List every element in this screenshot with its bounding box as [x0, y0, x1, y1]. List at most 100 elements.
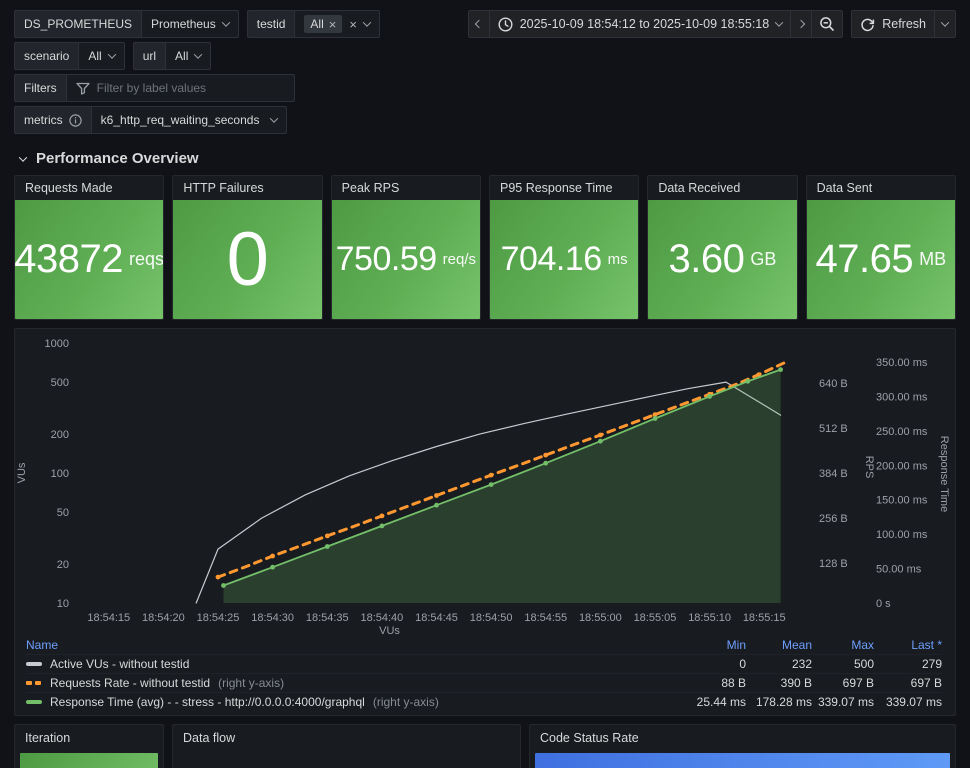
- stat-value: 750.59: [335, 240, 438, 278]
- chart-legend: Name Min Mean Max Last * Active VUs - without…: [15, 635, 955, 711]
- datasource-select[interactable]: Prometheus: [141, 10, 239, 38]
- chevron-down-icon: [194, 50, 203, 59]
- y-axis-tick-response-time: 250.00 ms: [876, 426, 928, 438]
- series-point: [488, 472, 494, 478]
- x-axis-tick: 18:55:00: [579, 612, 622, 624]
- refresh-interval-button[interactable]: [935, 11, 955, 37]
- time-range-picker[interactable]: 2025-10-09 18:54:12 to 2025-10-09 18:55:…: [490, 11, 792, 37]
- y-axis-label-rps: RPS: [863, 456, 875, 479]
- refresh-icon: [861, 18, 875, 31]
- legend-min-value: 25.44 ms: [696, 695, 746, 709]
- stat-panel-requests-made: Requests Made 43872 reqs: [14, 175, 165, 320]
- legend-sort-mean[interactable]: Mean: [781, 637, 812, 652]
- legend-mean-value: 232: [791, 657, 812, 671]
- y-axis-tick-vus: 100: [51, 468, 69, 480]
- time-range-text: 2025-10-09 18:54:12 to 2025-10-09 18:55:…: [519, 17, 770, 31]
- series-line: [216, 361, 786, 579]
- stat-value-area: 47.65 MB: [806, 200, 955, 319]
- stat-unit: ms: [607, 251, 628, 268]
- stat-value: 704.16: [500, 240, 603, 278]
- scenario-select[interactable]: All: [78, 42, 125, 70]
- panel-title[interactable]: Requests Made: [25, 181, 113, 195]
- series-point: [488, 482, 494, 487]
- legend-min-value: 0: [739, 657, 746, 671]
- panel-title[interactable]: HTTP Failures: [183, 181, 264, 195]
- time-series-chart[interactable]: 10 20 50 100 200 500 1000 VUs 128 B 256 B 384 B 512…: [15, 329, 955, 635]
- legend-sort-last[interactable]: Last *: [911, 637, 942, 652]
- metrics-control: metrics k6_http_req_waiting_seconds: [14, 106, 287, 134]
- stat-panel-p95-response-time: P95 Response Time 704.16 ms: [488, 175, 640, 320]
- legend-last-value: 697 B: [910, 676, 942, 690]
- stat-value-area: 43872 reqs: [15, 200, 164, 319]
- chevron-down-icon: [269, 114, 278, 123]
- legend-swatch: [26, 662, 42, 666]
- stat-value: 3.60: [668, 237, 745, 281]
- legend-swatch: [26, 700, 42, 704]
- testid-select[interactable]: All × ×: [294, 10, 380, 38]
- stat-unit: MB: [919, 249, 947, 269]
- y-axis-tick-vus: 20: [57, 559, 69, 571]
- series-point: [434, 502, 439, 508]
- metrics-select[interactable]: k6_http_req_waiting_seconds: [90, 106, 287, 134]
- panel-title[interactable]: Data flow: [183, 731, 236, 745]
- y-axis-tick-vus: 10: [57, 598, 69, 610]
- testid-label: testid: [246, 10, 295, 38]
- testid-variable: testid All × ×: [246, 10, 380, 38]
- stat-value-area: 0: [173, 200, 322, 319]
- y-axis-tick-response-time: 0 s: [876, 598, 891, 610]
- legend-sort-max[interactable]: Max: [851, 637, 874, 652]
- series-point: [543, 460, 549, 466]
- x-axis-tick: 18:54:35: [306, 612, 349, 624]
- clear-icon[interactable]: ×: [349, 16, 357, 32]
- legend-series-name[interactable]: Requests Rate - without testid (right y-a…: [26, 676, 682, 690]
- stat-unit: GB: [750, 249, 777, 269]
- legend-min-value: 88 B: [721, 676, 746, 690]
- legend-series-name[interactable]: Response Time (avg) - - stress - http://…: [26, 695, 682, 709]
- panel-iteration: Iteration: [14, 724, 164, 768]
- panel-title[interactable]: Code Status Rate: [540, 731, 639, 745]
- variable-controls: DS_PROMETHEUS Prometheus testid All × × s…: [14, 10, 380, 134]
- section-title: Performance Overview: [36, 150, 199, 167]
- panel-title[interactable]: Iteration: [25, 731, 71, 745]
- vus-chart-panel[interactable]: 10 20 50 100 200 500 1000 VUs 128 B 256 B 384 B 512…: [14, 328, 956, 716]
- y-axis-tick-vus: 1000: [45, 338, 69, 350]
- x-axis-tick: 18:54:15: [87, 612, 130, 624]
- zoom-out-button[interactable]: [812, 11, 842, 37]
- x-axis-tick: 18:55:05: [634, 612, 677, 624]
- panel-title[interactable]: P95 Response Time: [499, 181, 613, 195]
- funnel-icon: [76, 82, 90, 95]
- panel-title[interactable]: Peak RPS: [341, 181, 400, 195]
- url-variable: url All: [132, 42, 212, 70]
- legend-header: Name Min Mean Max Last *: [26, 635, 942, 654]
- panel-title[interactable]: Data Sent: [816, 181, 873, 195]
- x-axis-tick: 18:54:40: [360, 612, 403, 624]
- legend-series-name[interactable]: Active VUs - without testid: [26, 657, 682, 671]
- section-performance-overview[interactable]: Performance Overview: [18, 150, 956, 167]
- series-point: [745, 378, 751, 384]
- filter-input[interactable]: Filter by label values: [65, 74, 295, 102]
- x-axis-tick: 18:54:30: [251, 612, 294, 624]
- remove-chip-icon[interactable]: ×: [328, 16, 337, 32]
- series-fill: [223, 369, 781, 603]
- stat-panel-data-received: Data Received 3.60 GB: [647, 175, 798, 320]
- refresh-button[interactable]: Refresh: [852, 11, 935, 37]
- series-line: [195, 381, 782, 604]
- legend-row: Response Time (avg) - - stress - http://…: [26, 692, 942, 711]
- chevron-down-icon: [774, 18, 784, 27]
- y-axis-tick-rps: 512 B: [819, 423, 848, 435]
- url-select[interactable]: All: [165, 42, 212, 70]
- testid-chip-all[interactable]: All ×: [304, 15, 343, 33]
- legend-sort-name[interactable]: Name: [26, 637, 59, 652]
- panel-title[interactable]: Data Received: [658, 181, 741, 195]
- zoom-out-icon: [820, 17, 835, 31]
- series-line: [222, 368, 782, 587]
- legend-last-value: 279: [921, 657, 942, 671]
- y-axis-label-response-time: Response Time: [938, 436, 950, 512]
- legend-sort-min[interactable]: Min: [726, 637, 746, 652]
- stat-unit: req/s: [442, 251, 476, 268]
- time-shift-back-button[interactable]: [469, 11, 490, 37]
- time-shift-forward-button[interactable]: [791, 11, 813, 37]
- series-point: [270, 553, 275, 559]
- metrics-label: metrics: [14, 106, 91, 134]
- x-axis-tick: 18:54:20: [142, 612, 185, 624]
